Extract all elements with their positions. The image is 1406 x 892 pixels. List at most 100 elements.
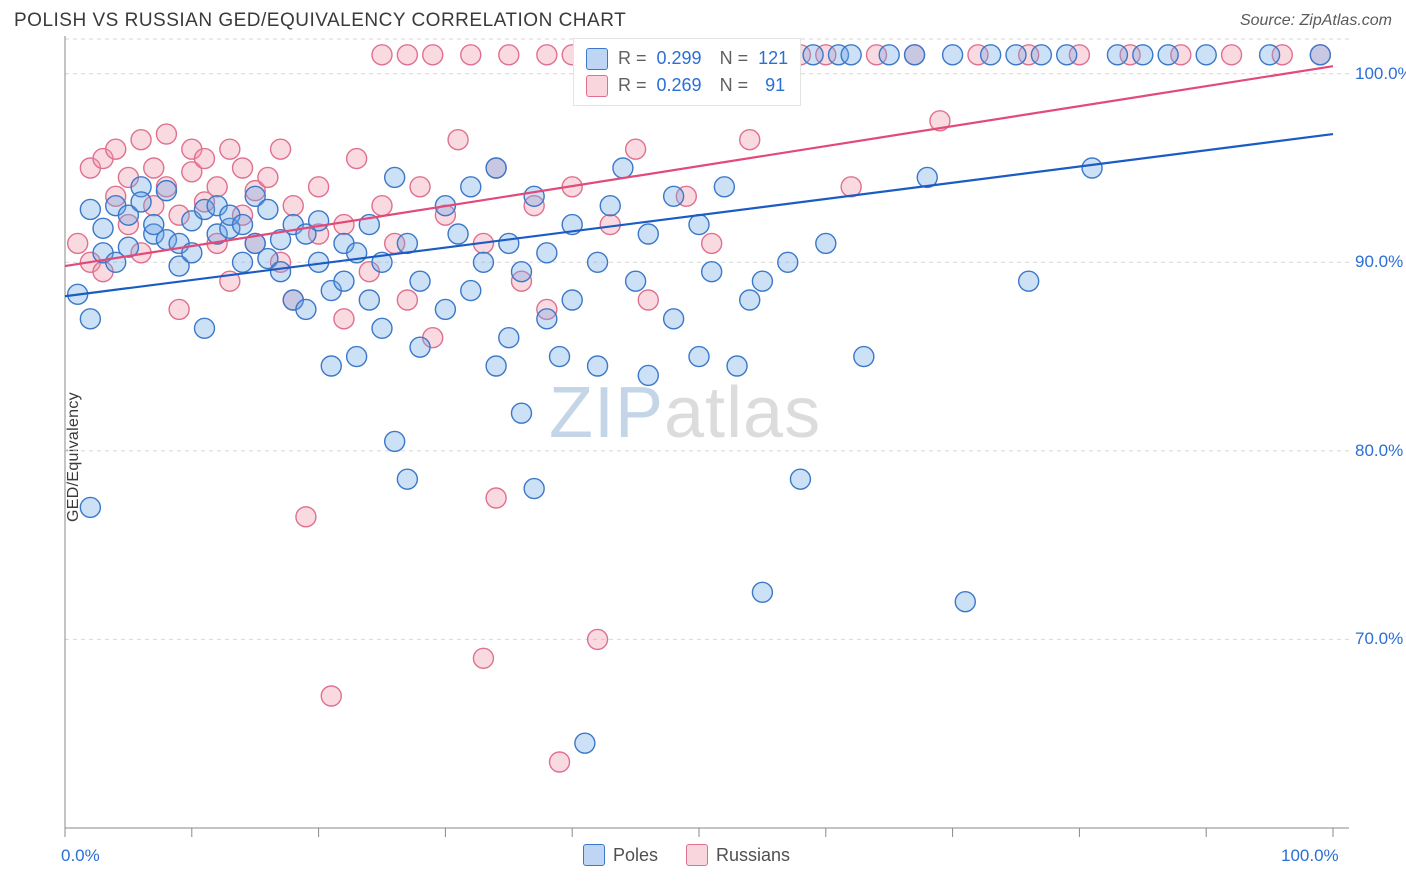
data-point [93,218,113,238]
data-point [1019,271,1039,291]
legend-item-poles: Poles [583,844,658,866]
data-point [562,290,582,310]
data-point [233,252,253,272]
chart-source: Source: ZipAtlas.com [1240,12,1392,30]
data-point [80,309,100,329]
data-point [524,186,544,206]
data-point [233,215,253,235]
legend-item-russians: Russians [686,844,790,866]
data-point [499,328,519,348]
data-point [461,177,481,197]
data-point [258,199,278,219]
r-label: R = [618,72,647,99]
data-point [955,592,975,612]
data-point [905,45,925,65]
data-point [803,45,823,65]
n-label: N = [720,72,749,99]
data-point [296,507,316,527]
data-point [638,290,658,310]
data-point [626,139,646,159]
y-tick-label: 80.0% [1355,441,1403,461]
data-point [1222,45,1242,65]
stats-legend: R = 0.299 N = 121 R = 0.269 N = 91 [573,38,801,106]
r-label: R = [618,45,647,72]
x-tick-label: 0.0% [61,846,100,866]
data-point [499,45,519,65]
data-point [106,139,126,159]
data-point [1082,158,1102,178]
swatch-blue-icon [586,48,608,70]
data-point [638,365,658,385]
data-point [816,233,836,253]
data-point [1310,45,1330,65]
data-point [397,233,417,253]
data-point [334,215,354,235]
data-point [1057,45,1077,65]
data-point [613,158,633,178]
data-point [372,45,392,65]
data-point [397,45,417,65]
data-point [879,45,899,65]
data-point [372,318,392,338]
data-point [461,281,481,301]
legend-label-poles: Poles [613,845,658,866]
data-point [296,299,316,319]
y-tick-label: 100.0% [1355,64,1406,84]
data-point [727,356,747,376]
x-tick-label: 100.0% [1281,846,1339,866]
data-point [220,139,240,159]
data-point [1260,45,1280,65]
data-point [372,196,392,216]
data-point [841,45,861,65]
data-point [740,130,760,150]
data-point [752,582,772,602]
data-point [385,431,405,451]
data-point [1107,45,1127,65]
data-point [1196,45,1216,65]
data-point [511,262,531,282]
data-point [169,299,189,319]
data-point [80,199,100,219]
data-point [752,271,772,291]
data-point [68,233,88,253]
data-point [271,139,291,159]
data-point [347,347,367,367]
chart-area: GED/Equivalency ZIPatlas R = 0.299 N = 1… [13,36,1393,878]
data-point [537,45,557,65]
data-point [1006,45,1026,65]
swatch-pink-icon [586,75,608,97]
data-point [689,215,709,235]
data-point [131,192,151,212]
data-point [385,167,405,187]
data-point [448,224,468,244]
data-point [334,271,354,291]
data-point [537,309,557,329]
data-point [511,403,531,423]
data-point [461,45,481,65]
data-point [943,45,963,65]
data-point [309,177,329,197]
data-point [790,469,810,489]
data-point [486,488,506,508]
data-point [131,130,151,150]
data-point [423,45,443,65]
data-point [664,186,684,206]
scatter-plot [13,36,1393,878]
data-point [588,356,608,376]
data-point [702,233,722,253]
data-point [144,158,164,178]
data-point [588,629,608,649]
data-point [524,479,544,499]
data-point [702,262,722,282]
data-point [854,347,874,367]
data-point [740,290,760,310]
data-point [283,196,303,216]
data-point [1031,45,1051,65]
data-point [473,252,493,272]
data-point [588,252,608,272]
legend-label-russians: Russians [716,845,790,866]
data-point [359,290,379,310]
data-point [537,243,557,263]
data-point [575,733,595,753]
data-point [334,309,354,329]
